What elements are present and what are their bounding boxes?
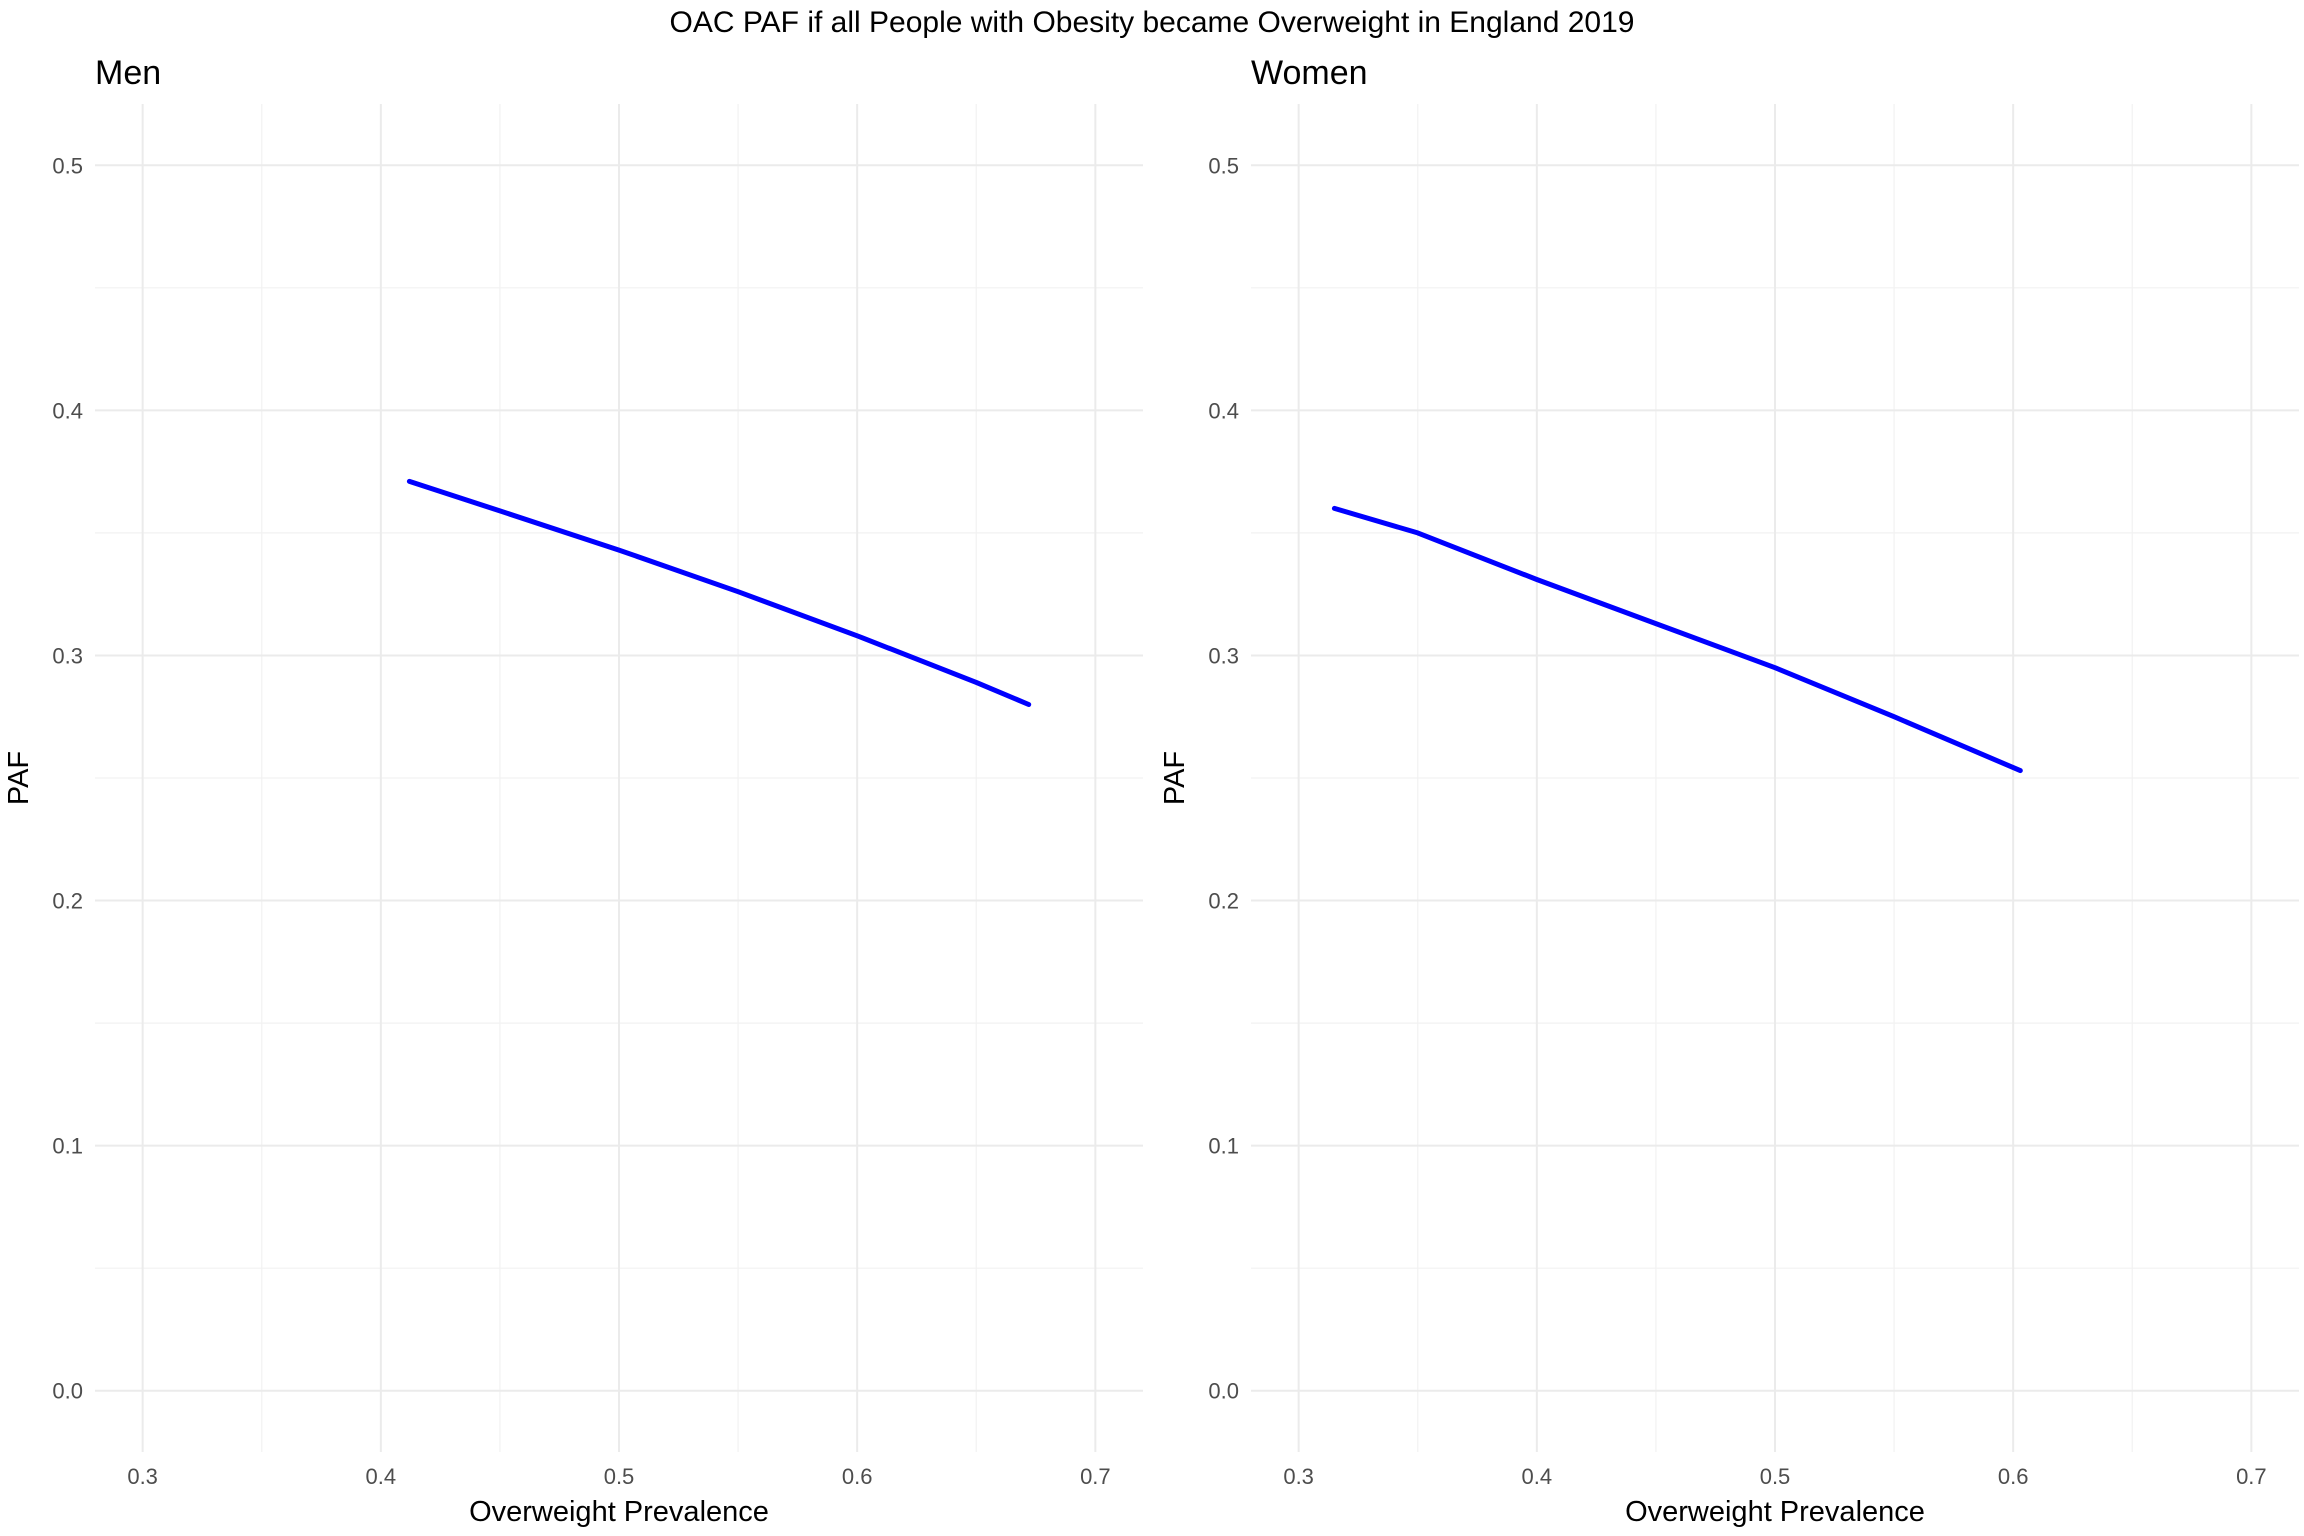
x-tick-label: 0.7 <box>2236 1464 2267 1489</box>
y-tick-label: 0.4 <box>52 398 83 423</box>
chart-title: OAC PAF if all People with Obesity becam… <box>670 6 1635 39</box>
y-axis-title: PAF <box>1159 751 1191 805</box>
panel-title: Women <box>1251 54 1368 92</box>
y-axis-title: PAF <box>3 751 35 805</box>
x-tick-label: 0.5 <box>604 1464 635 1489</box>
x-tick-label: 0.4 <box>1522 1464 1553 1489</box>
y-tick-label: 0.1 <box>52 1134 83 1159</box>
x-tick-label: 0.4 <box>366 1464 397 1489</box>
x-tick-label: 0.6 <box>842 1464 873 1489</box>
panel-women: 0.0 0.1 0.2 0.3 0.4 0.5 0.3 0.4 0.5 0.6 0.7 Women Ov… <box>1159 54 2299 1528</box>
y-tick-label: 0.5 <box>52 153 83 178</box>
series-line <box>406 478 1032 707</box>
x-tick-label: 0.3 <box>127 1464 158 1489</box>
x-tick-label: 0.7 <box>1080 1464 1111 1489</box>
y-tick-label: 0.0 <box>1208 1379 1239 1404</box>
chart-panels: 0.0 0.1 0.2 0.3 0.4 0.5 0.3 0.4 0.5 0.6 0.7 Men Over… <box>3 54 2299 1528</box>
panel-title: Men <box>95 54 161 92</box>
y-tick-label: 0.5 <box>1208 153 1239 178</box>
panel-men: 0.0 0.1 0.2 0.3 0.4 0.5 0.3 0.4 0.5 0.6 0.7 Men Over… <box>3 54 1143 1528</box>
y-tick-label: 0.0 <box>52 1379 83 1404</box>
x-tick-label: 0.6 <box>1998 1464 2029 1489</box>
y-tick-label: 0.3 <box>52 643 83 668</box>
y-tick-label: 0.3 <box>1208 643 1239 668</box>
y-tick-label: 0.1 <box>1208 1134 1239 1159</box>
x-axis-title: Overweight Prevalence <box>1625 1496 1925 1528</box>
y-tick-label: 0.2 <box>1208 889 1239 914</box>
x-axis-title: Overweight Prevalence <box>469 1496 769 1528</box>
y-tick-label: 0.4 <box>1208 398 1239 423</box>
y-tick-label: 0.2 <box>52 889 83 914</box>
series-line <box>1331 505 2023 774</box>
x-tick-label: 0.3 <box>1283 1464 1314 1489</box>
x-tick-label: 0.5 <box>1760 1464 1791 1489</box>
